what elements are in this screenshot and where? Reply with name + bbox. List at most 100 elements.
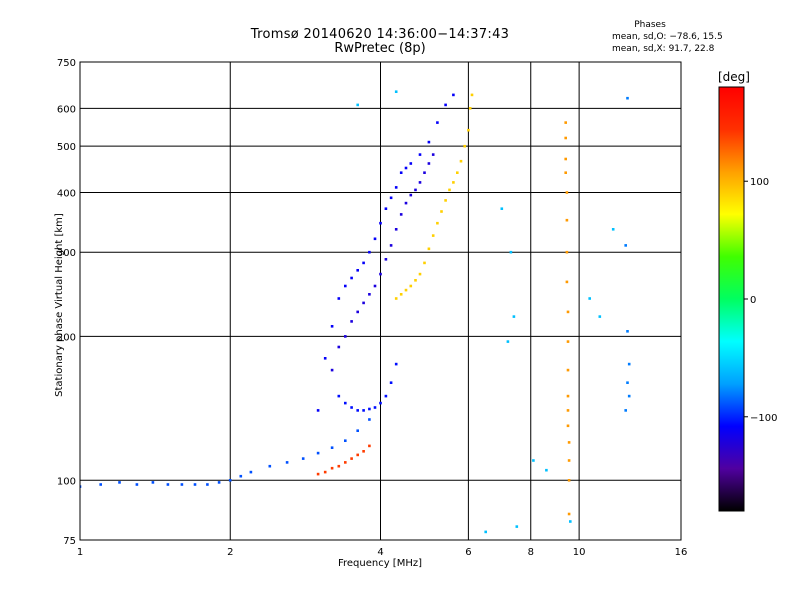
echo-point — [356, 429, 359, 432]
echo-point — [389, 196, 393, 200]
echo-point — [624, 244, 627, 247]
echo-point — [379, 272, 382, 276]
echo-point — [373, 237, 377, 241]
echo-point — [444, 199, 447, 202]
grid-lines — [80, 62, 681, 540]
echo-point — [565, 218, 569, 222]
colorbar-tick-label: −100 — [750, 413, 777, 424]
echo-point — [344, 439, 347, 442]
echo-point — [565, 280, 569, 284]
x-axis-ticks: 1 2 4 6 8 10 16 — [77, 547, 688, 558]
echo-point — [394, 186, 398, 189]
echo-point — [456, 171, 459, 174]
echo-point — [350, 406, 353, 409]
echo-point — [368, 250, 371, 254]
echo-point — [344, 284, 347, 288]
echo-point — [626, 381, 629, 384]
phase-stats-o-mode: mean, sd,O: −78.6, 15.5 — [612, 32, 723, 42]
echo-point — [362, 409, 365, 412]
echo-point — [362, 301, 365, 305]
echo-point — [484, 530, 487, 534]
echo-point — [399, 293, 403, 296]
echo-point — [564, 157, 567, 161]
echo-point — [249, 470, 253, 474]
echo-point — [409, 162, 413, 165]
chart-title: Tromsø 20140620 14:36:00−14:37:43 — [250, 27, 510, 42]
echo-point — [468, 107, 472, 110]
y-tick-label: 400 — [57, 188, 76, 199]
y-tick-label: 100 — [57, 476, 76, 487]
echo-point — [362, 450, 365, 453]
echo-point — [316, 451, 320, 455]
echo-point — [356, 269, 359, 272]
echo-point — [506, 340, 510, 343]
echo-point — [588, 297, 591, 300]
echo-point — [509, 250, 513, 254]
echo-point — [431, 234, 435, 237]
echo-point — [384, 258, 388, 261]
echo-point — [404, 201, 408, 205]
y-tick-label: 300 — [57, 248, 76, 259]
echo-point — [344, 401, 347, 405]
echo-point — [569, 520, 572, 523]
echo-point — [567, 441, 571, 444]
echo-point — [627, 394, 631, 398]
echo-point — [566, 340, 570, 343]
colorbar-tick-label: 100 — [750, 177, 769, 188]
x-tick-label: 4 — [377, 547, 383, 558]
echo-point — [532, 459, 535, 462]
y-tick-label: 750 — [57, 58, 76, 69]
echo-point — [350, 320, 353, 323]
echo-point — [627, 362, 631, 366]
echo-point — [564, 171, 567, 174]
echo-point — [566, 394, 570, 398]
echo-point — [444, 103, 447, 107]
echo-point — [427, 247, 431, 251]
echo-point — [427, 162, 431, 165]
phase-stats-x-mode: mean, sd,X: 91.7, 22.8 — [612, 44, 715, 54]
echo-point — [337, 394, 341, 398]
echo-point — [427, 140, 431, 144]
echo-point — [285, 461, 289, 464]
echo-point — [565, 191, 569, 194]
echo-point — [151, 481, 155, 484]
echo-point — [344, 461, 347, 464]
echo-point — [337, 464, 341, 468]
echo-point — [135, 483, 139, 486]
echo-point — [344, 335, 347, 338]
echo-point — [368, 418, 371, 421]
echo-point — [118, 481, 121, 484]
echo-point — [356, 453, 359, 457]
echo-point — [565, 250, 569, 254]
echo-point — [566, 424, 570, 428]
echo-point — [384, 394, 388, 398]
y-tick-label: 600 — [57, 104, 76, 115]
echo-point — [409, 193, 413, 197]
chart-subtitle: RwPretec (8p) — [334, 41, 426, 56]
echo-point — [566, 368, 570, 372]
echo-point — [418, 181, 422, 184]
series-group — [356, 90, 615, 534]
echo-point — [404, 288, 408, 292]
echo-point — [404, 166, 408, 170]
echo-point — [394, 362, 398, 366]
echo-point — [217, 481, 221, 484]
echo-point — [356, 409, 359, 412]
echo-point — [448, 188, 451, 192]
echo-point — [368, 293, 371, 296]
echo-point — [389, 381, 393, 384]
echo-point — [626, 96, 629, 100]
echo-point — [268, 464, 272, 468]
echo-point — [330, 466, 334, 470]
echo-point — [452, 93, 455, 97]
echo-point — [463, 144, 466, 148]
echo-point — [356, 103, 359, 107]
echo-point — [337, 297, 341, 300]
echo-point — [316, 472, 320, 476]
echo-point — [180, 483, 184, 486]
echo-point — [362, 261, 365, 265]
echo-points — [80, 90, 631, 534]
echo-point — [368, 444, 371, 448]
y-tick-label: 500 — [57, 142, 76, 153]
phase-stats-heading: Phases — [634, 20, 666, 30]
